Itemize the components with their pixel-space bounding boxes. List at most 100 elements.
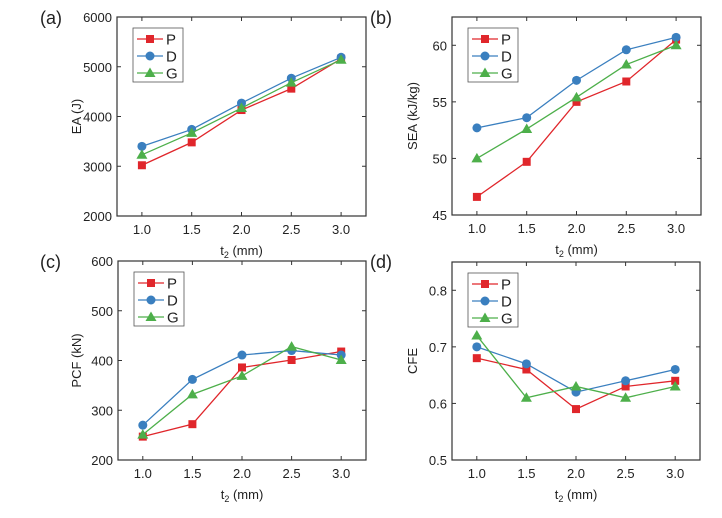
legend: PDG (133, 271, 185, 327)
x-tick-label: 1.0 (468, 466, 486, 481)
data-point-G (335, 354, 347, 365)
y-tick-label: 55 (433, 95, 447, 110)
data-point-G (236, 370, 248, 380)
legend-marker-G (145, 311, 157, 321)
data-point-G (186, 127, 198, 137)
legend-marker-G (479, 312, 491, 322)
x-tick-label: 2.0 (567, 221, 585, 236)
data-point-G (571, 91, 582, 102)
data-point-P (137, 161, 146, 170)
x-tick-label: 1.0 (134, 466, 152, 481)
series-line-D (142, 349, 342, 426)
panel-d: (d) 1.0 1.5 2.0 2.5 3.0 0.5 0.6 0.7 0.8 t2 (mm) CFE… (370, 252, 701, 504)
x-tick-label: 2.0 (567, 466, 585, 481)
data-point-D (138, 420, 148, 430)
panel-label: (c) (40, 252, 61, 272)
y-tick-label: 2000 (83, 209, 112, 224)
legend: PDG (467, 272, 519, 328)
data-point-G (137, 429, 149, 439)
data-point-D (137, 141, 147, 151)
legend-label-D: D (166, 49, 177, 66)
y-axis-label: SEA (kJ/kg) (405, 82, 420, 150)
y-tick-label: 300 (91, 403, 113, 418)
data-point-D (187, 374, 197, 384)
x-tick-label: 3.0 (667, 221, 685, 236)
y-axis-label: CFE (405, 348, 420, 374)
data-point-D (670, 364, 680, 374)
x-tick-label: 2.5 (283, 466, 301, 481)
y-tick-label: 5000 (83, 60, 112, 75)
panel-c: (c) 1.0 1.5 2.0 2.5 3.0 200 300 400 500 600 t2 (mm)… (40, 252, 367, 504)
data-point-G (620, 392, 632, 402)
x-tick-label: 2.0 (233, 466, 251, 481)
y-tick-label: 400 (91, 354, 113, 369)
legend-label-P: P (166, 32, 176, 49)
y-tick-label: 0.7 (429, 340, 447, 355)
data-point-G (669, 380, 681, 391)
legend-marker-P (481, 35, 489, 43)
panel-label: (a) (40, 8, 62, 28)
legend-marker-G (144, 67, 156, 77)
data-point-G (236, 102, 247, 113)
legend-label-P: P (167, 276, 177, 293)
y-axis-label: EA (J) (69, 99, 84, 134)
y-tick-label: 600 (91, 254, 113, 269)
legend-marker-D (145, 51, 155, 61)
data-point-G (620, 59, 632, 69)
data-point-P (472, 354, 481, 363)
legend-marker-P (147, 279, 155, 287)
data-point-P (572, 97, 581, 106)
data-point-D (621, 45, 631, 55)
data-point-D (521, 359, 531, 369)
x-tick-label: 3.0 (332, 466, 350, 481)
data-point-D (572, 75, 581, 85)
data-point-D (621, 376, 631, 386)
y-tick-label: 6000 (83, 10, 112, 25)
data-point-P (621, 382, 630, 391)
y-tick-label: 45 (433, 208, 447, 223)
y-tick-label: 0.8 (429, 283, 447, 298)
data-point-P (622, 77, 631, 86)
legend: PDG (132, 27, 184, 83)
legend-label-G: G (501, 311, 513, 328)
x-tick-label: 1.0 (468, 221, 486, 236)
legend: PDG (467, 27, 519, 83)
legend-marker-D (480, 296, 490, 306)
legend-marker-P (146, 35, 154, 43)
x-axis-label: t2 (mm) (555, 487, 598, 504)
x-tick-label: 1.5 (183, 222, 201, 237)
x-tick-label: 2.5 (282, 222, 300, 237)
legend-marker-D (480, 51, 490, 61)
data-point-G (570, 380, 582, 391)
data-point-P (187, 138, 196, 147)
y-tick-label: 500 (91, 304, 113, 319)
data-point-G (136, 149, 148, 159)
x-tick-label: 1.5 (183, 466, 201, 481)
data-point-G (521, 123, 533, 134)
panel-a: (a) 1.0 1.5 2.0 2.5 3.0 2000 3000 4000 5000 6000 t2… (40, 8, 367, 260)
legend-label-P: P (501, 32, 511, 49)
series-line-G (142, 345, 342, 436)
panel-b: (b) 1.0 1.5 2.0 2.5 3.0 45 50 55 60 t2 (mm) SEA (kJ… (370, 8, 702, 259)
x-axis-label: t2 (mm) (221, 487, 264, 504)
y-tick-label: 60 (433, 38, 447, 53)
legend-label-P: P (501, 277, 511, 294)
x-tick-label: 3.0 (666, 466, 684, 481)
data-point-P (572, 405, 580, 414)
y-axis-label: PCF (kN) (69, 333, 84, 387)
panel-label: (b) (370, 8, 392, 28)
data-point-G (285, 77, 297, 87)
data-point-G (670, 39, 682, 50)
x-tick-label: 1.5 (518, 221, 536, 236)
panel-label: (d) (370, 252, 392, 272)
y-tick-label: 3000 (83, 159, 112, 174)
y-tick-label: 50 (433, 151, 447, 166)
y-tick-label: 0.6 (429, 396, 447, 411)
legend-label-D: D (167, 293, 178, 310)
data-point-G (471, 152, 483, 163)
y-tick-label: 4000 (83, 110, 112, 125)
x-tick-label: 3.0 (332, 222, 350, 237)
x-axis-label: t2 (mm) (220, 243, 263, 260)
data-point-G (286, 341, 298, 351)
